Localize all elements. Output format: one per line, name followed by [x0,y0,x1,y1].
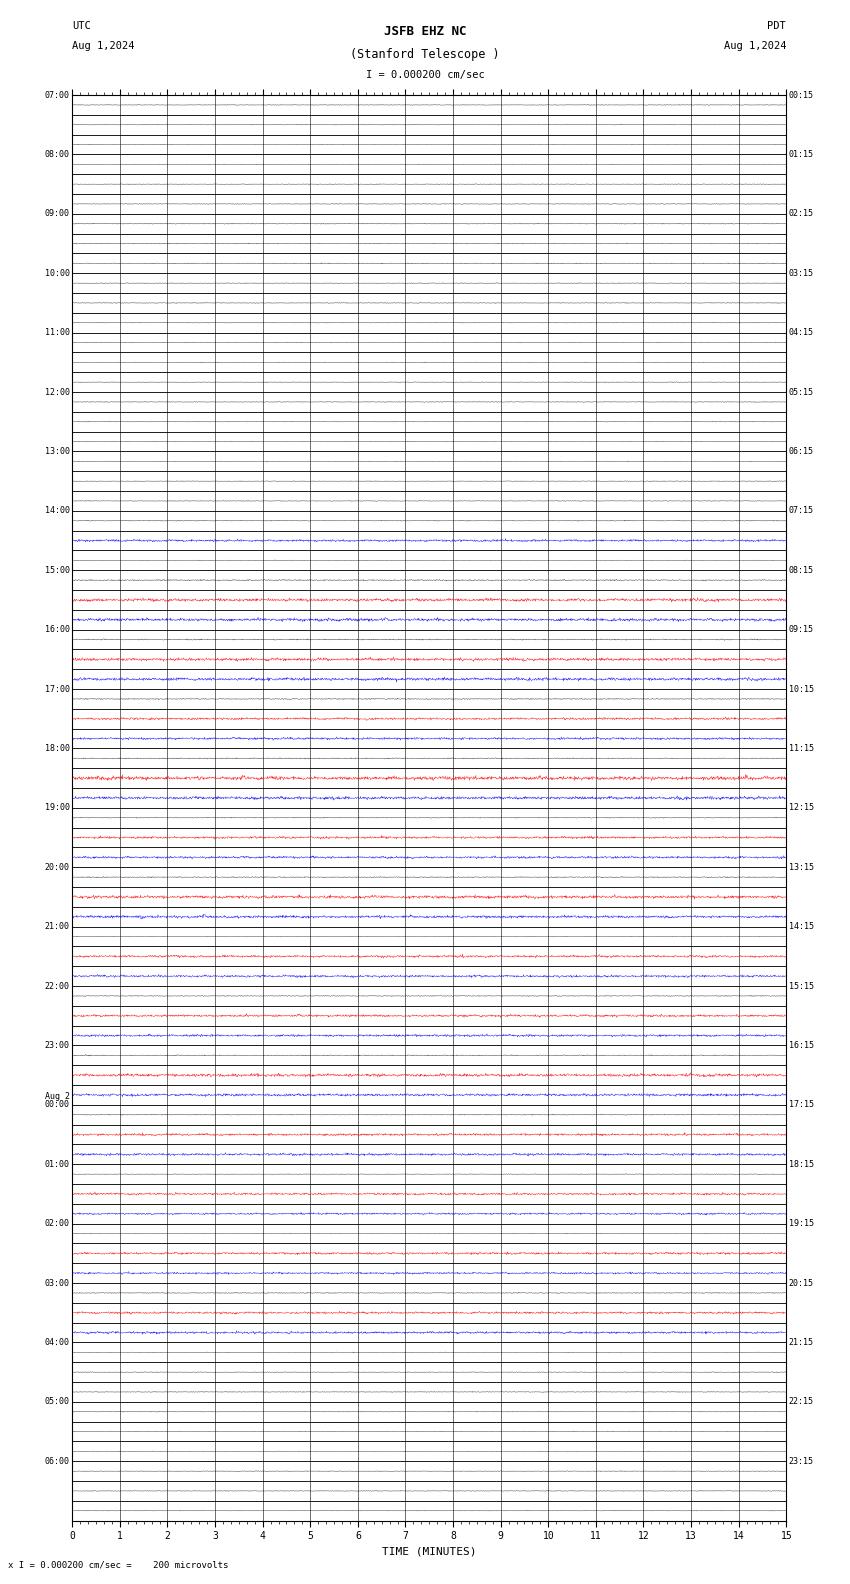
Text: 13:15: 13:15 [789,863,813,871]
Text: 02:00: 02:00 [45,1220,70,1228]
Text: Aug 1,2024: Aug 1,2024 [72,41,135,51]
Text: 12:15: 12:15 [789,803,813,813]
Text: 16:15: 16:15 [789,1041,813,1050]
Text: 13:00: 13:00 [45,447,70,456]
Text: 09:15: 09:15 [789,626,813,634]
Text: 11:15: 11:15 [789,744,813,752]
Text: 21:00: 21:00 [45,922,70,931]
Text: 11:00: 11:00 [45,328,70,337]
Text: 12:00: 12:00 [45,388,70,396]
Text: 03:15: 03:15 [789,269,813,277]
Text: 08:00: 08:00 [45,150,70,158]
Text: 17:15: 17:15 [789,1101,813,1109]
Text: JSFB EHZ NC: JSFB EHZ NC [383,25,467,38]
Text: 22:00: 22:00 [45,982,70,990]
Text: 00:15: 00:15 [789,90,813,100]
Text: 21:15: 21:15 [789,1338,813,1346]
Text: 00:00: 00:00 [45,1101,70,1109]
Text: 14:00: 14:00 [45,507,70,515]
Text: 04:00: 04:00 [45,1338,70,1346]
Text: 23:15: 23:15 [789,1457,813,1465]
Text: 15:00: 15:00 [45,565,70,575]
Text: 10:15: 10:15 [789,684,813,694]
Text: 05:15: 05:15 [789,388,813,396]
Text: 18:00: 18:00 [45,744,70,752]
Text: 16:00: 16:00 [45,626,70,634]
Text: 07:15: 07:15 [789,507,813,515]
Text: 10:00: 10:00 [45,269,70,277]
Text: 03:00: 03:00 [45,1278,70,1288]
Text: 20:15: 20:15 [789,1278,813,1288]
Text: Aug 2: Aug 2 [45,1093,70,1101]
Text: 01:15: 01:15 [789,150,813,158]
X-axis label: TIME (MINUTES): TIME (MINUTES) [382,1546,477,1557]
Text: 19:15: 19:15 [789,1220,813,1228]
Text: 06:00: 06:00 [45,1457,70,1465]
Text: I = 0.000200 cm/sec: I = 0.000200 cm/sec [366,70,484,79]
Text: UTC: UTC [72,21,91,30]
Text: 15:15: 15:15 [789,982,813,990]
Text: 05:00: 05:00 [45,1397,70,1407]
Text: x I = 0.000200 cm/sec =    200 microvolts: x I = 0.000200 cm/sec = 200 microvolts [8,1560,229,1570]
Text: 02:15: 02:15 [789,209,813,219]
Text: (Stanford Telescope ): (Stanford Telescope ) [350,48,500,60]
Text: 01:00: 01:00 [45,1159,70,1169]
Text: 06:15: 06:15 [789,447,813,456]
Text: 18:15: 18:15 [789,1159,813,1169]
Text: 07:00: 07:00 [45,90,70,100]
Text: 23:00: 23:00 [45,1041,70,1050]
Text: 20:00: 20:00 [45,863,70,871]
Text: PDT: PDT [768,21,786,30]
Text: 08:15: 08:15 [789,565,813,575]
Text: 22:15: 22:15 [789,1397,813,1407]
Text: 04:15: 04:15 [789,328,813,337]
Text: 09:00: 09:00 [45,209,70,219]
Text: 17:00: 17:00 [45,684,70,694]
Text: 19:00: 19:00 [45,803,70,813]
Text: Aug 1,2024: Aug 1,2024 [723,41,786,51]
Text: 14:15: 14:15 [789,922,813,931]
